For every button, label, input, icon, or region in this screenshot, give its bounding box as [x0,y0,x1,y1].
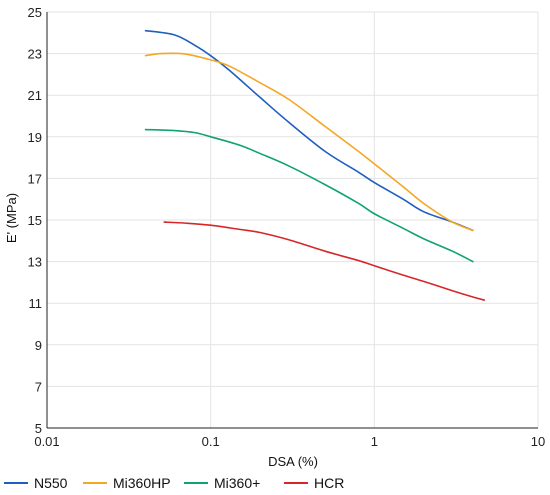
y-tick-label: 19 [28,130,42,145]
y-tick-label: 11 [29,296,43,311]
legend-label-mi360: Mi360+ [214,475,260,491]
series-line-n550 [144,29,474,232]
grid [46,11,539,429]
x-tick-label: 0.01 [34,434,59,449]
y-tick-label: 23 [28,47,42,62]
series-lines [144,29,486,301]
y-tick-label: 25 [28,5,42,20]
y-tick-label: 15 [28,213,42,228]
y-tick-label: 9 [35,338,42,353]
x-tick-labels: 0.01 0.1 1 10 [34,434,545,449]
y-axis-label: E' (MPa) [4,193,19,243]
axes [46,12,538,429]
y-tick-label: 13 [28,255,42,270]
legend-label-n550: N550 [34,475,68,491]
series-line-mi360hp [144,52,474,232]
series-line-hcr [163,221,486,301]
y-tick-label: 5 [35,421,42,436]
y-tick-label: 17 [28,171,42,186]
series-line-mi360 [144,128,474,263]
x-tick-label: 1 [371,434,378,449]
y-tick-labels: 5 7 9 11 13 15 17 19 21 23 25 [28,5,42,436]
y-tick-label: 21 [28,88,42,103]
legend-label-hcr: HCR [314,475,344,491]
x-tick-label: 0.1 [202,434,220,449]
legend-label-mi360hp: Mi360HP [113,475,171,491]
x-axis-label: DSA (%) [268,454,318,469]
x-tick-label: 10 [531,434,545,449]
y-tick-label: 7 [35,379,42,394]
legend: N550 Mi360HP Mi360+ HCR [4,475,344,491]
